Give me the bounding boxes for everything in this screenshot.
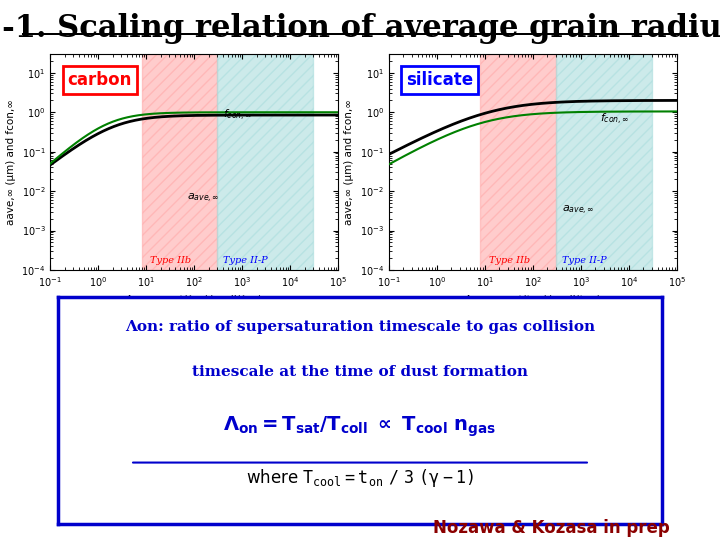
Text: $a_{ave,\infty}$: $a_{ave,\infty}$ [187,192,220,205]
Bar [556,54,652,270]
Text: Type IIb: Type IIb [489,256,530,265]
Text: Type II-P: Type II-P [223,256,268,265]
Text: silicate: silicate [406,71,473,89]
Y-axis label: aave,∞ (μm) and fcon,∞: aave,∞ (μm) and fcon,∞ [344,99,354,225]
Text: where $\mathtt{T_{cool} = t_{on}\ /\ 3\ (\gamma - 1)}$: where $\mathtt{T_{cool} = t_{on}\ /\ 3\ … [246,467,474,489]
Text: Type IIb: Type IIb [150,256,192,265]
Bar [480,54,556,270]
Text: $a_{ave,\infty}$: $a_{ave,\infty}$ [562,204,594,217]
Text: 5-1. Scaling relation of average grain radius: 5-1. Scaling relation of average grain r… [0,14,720,44]
Y-axis label: aave,∞ (μm) and fcon,∞: aave,∞ (μm) and fcon,∞ [6,99,16,225]
Text: Type II-P: Type II-P [562,256,606,265]
X-axis label: Λon = τsat(ton)/τcoll(ton): Λon = τsat(ton)/τcoll(ton) [465,294,600,304]
X-axis label: Λon = τsat(ℓon)/τcoll(ℓon): Λon = τsat(ℓon)/τcoll(ℓon) [127,294,262,304]
Text: $\mathbf{\Lambda_{on} = T_{sat}/T_{coll}\ \propto\ T_{cool}\ n_{gas}}$: $\mathbf{\Lambda_{on} = T_{sat}/T_{coll}… [223,415,497,440]
Text: Λon: ratio of supersaturation timescale to gas collision: Λon: ratio of supersaturation timescale … [125,320,595,334]
Text: $f_{con,\infty}$: $f_{con,\infty}$ [223,108,253,123]
Text: carbon: carbon [68,71,132,89]
Bar [217,54,313,270]
Text: timescale at the time of dust formation: timescale at the time of dust formation [192,365,528,379]
Text: $f_{con,\infty}$: $f_{con,\infty}$ [600,112,629,127]
Text: Nozawa & Kozasa in prep: Nozawa & Kozasa in prep [433,519,670,537]
Bar [142,54,217,270]
